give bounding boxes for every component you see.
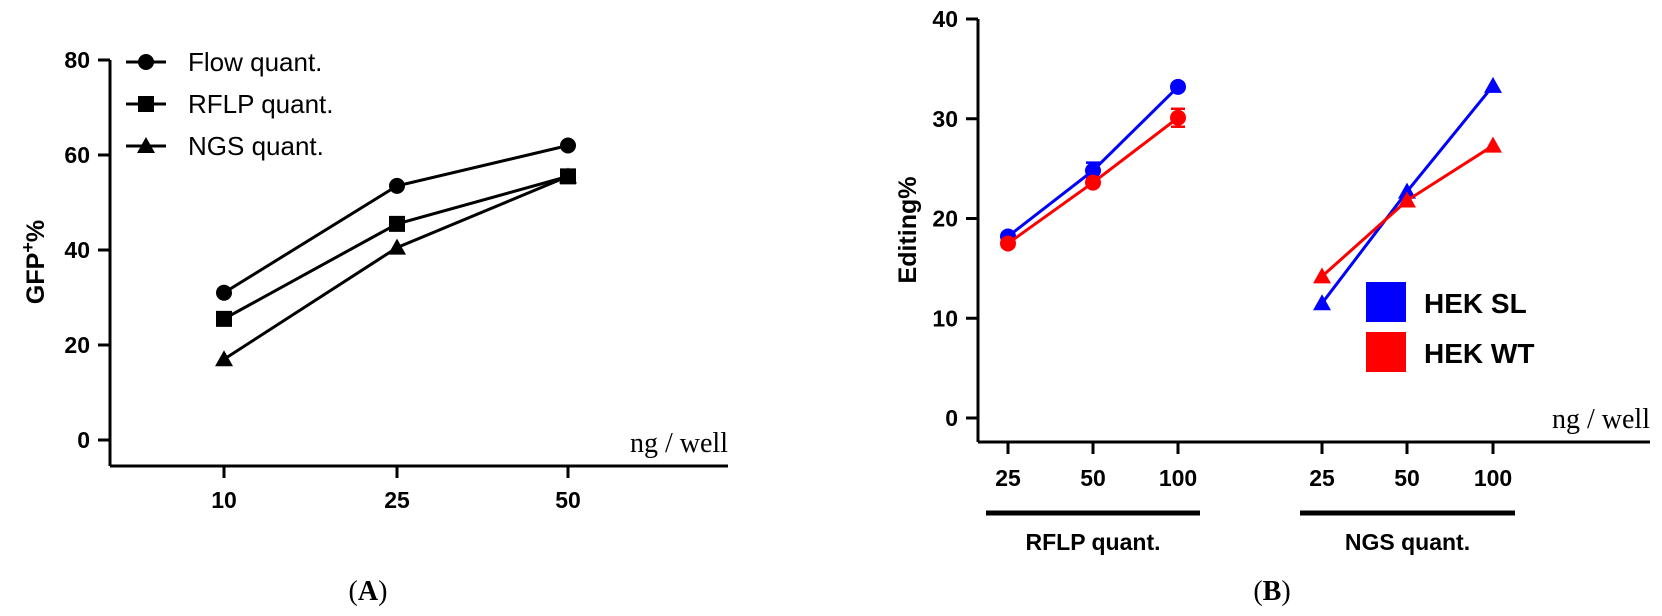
panel-a-legend-label: NGS quant. xyxy=(188,131,324,161)
panel-b-x-tick-label: 25 xyxy=(995,465,1021,491)
panel-a-y-tick-label: 80 xyxy=(64,47,90,73)
panel-b-y-tick-label: 0 xyxy=(945,405,958,431)
panel-a-x-unit: ng / well xyxy=(630,428,728,459)
panel-b-legend-label: HEK SL xyxy=(1424,288,1527,319)
panel-b-data-point xyxy=(1000,235,1016,252)
panel-b-data-point xyxy=(1398,182,1416,199)
panel-a-y-tick-label: 20 xyxy=(64,332,90,358)
panel-b-data-point xyxy=(1398,191,1416,208)
panel-a-x-tick-label: 50 xyxy=(555,487,581,513)
panel-b-legend-swatch xyxy=(1366,332,1406,372)
panel-b-x-tick-label: 50 xyxy=(1394,465,1420,491)
panel-b-group-label: NGS quant. xyxy=(1345,529,1470,555)
panel-a-legend-label: RFLP quant. xyxy=(188,89,334,119)
panel-b-y-tick-label: 10 xyxy=(932,305,958,331)
panel-b-data-point xyxy=(1484,76,1502,93)
panel-a-x-tick-label: 10 xyxy=(211,487,237,513)
panel-a-y-label: GFP+% xyxy=(18,220,50,304)
panel-a-data-point xyxy=(560,137,576,154)
panel-b-x-tick-label: 50 xyxy=(1080,465,1106,491)
panel-a-legend-marker xyxy=(137,137,155,153)
panel-b-group-label: RFLP quant. xyxy=(1025,529,1160,555)
panel-a-legend-label: Flow quant. xyxy=(188,47,322,77)
panel-b-data-point xyxy=(1313,267,1331,284)
panel-b-data-point xyxy=(1170,109,1186,126)
panel-b-legend-swatch xyxy=(1366,282,1406,322)
panel-b-x-tick-label: 25 xyxy=(1309,465,1335,491)
panel-b-x-unit: ng / well xyxy=(1552,404,1650,435)
panel-a-y-tick-label: 60 xyxy=(64,142,90,168)
panel-b-legend-label: HEK WT xyxy=(1424,338,1534,369)
panel-b-data-point xyxy=(1484,136,1502,153)
panel-b-caption: (B) xyxy=(1253,576,1290,607)
panel-a-data-point xyxy=(559,167,577,184)
panel-a-caption: (A) xyxy=(349,576,388,607)
panel-b-x-tick-label: 100 xyxy=(1159,465,1197,491)
panel-a-data-point xyxy=(389,177,405,194)
panel-a-x-tick-label: 25 xyxy=(384,487,410,513)
panel-b-y-label: Editing% xyxy=(894,177,922,284)
panel-a: GFP+% ng / well 0 20 40 60 80 10 25 50 Flow qu… xyxy=(18,47,728,607)
panel-b-data-point xyxy=(1313,294,1331,311)
panel-a-data-point xyxy=(389,215,405,232)
panel-b-y-tick-label: 30 xyxy=(932,106,958,132)
panel-a-y-tick-label: 40 xyxy=(64,237,90,263)
panel-a-legend-marker xyxy=(138,96,154,112)
panel-a-series-line xyxy=(223,174,569,361)
panel-a-data-point xyxy=(215,350,233,367)
panel-a-y-tick-label: 0 xyxy=(77,427,90,453)
panel-b-ngs-line xyxy=(1321,144,1494,278)
panel-b-data-point xyxy=(1085,162,1101,179)
panel-a-data-point xyxy=(388,238,406,255)
panel-b-data-point xyxy=(1085,174,1101,191)
panel-a-legend-marker xyxy=(138,54,154,70)
panel-a-data-point xyxy=(216,284,232,301)
panel-b-data-point xyxy=(1170,78,1186,95)
panel-a-data-point xyxy=(216,310,232,327)
panel-b-x-tick-label: 100 xyxy=(1474,465,1512,491)
panel-b-y-tick-label: 20 xyxy=(932,206,958,232)
panel-b-y-tick-label: 40 xyxy=(932,6,958,32)
panel-b: Editing% ng / well 0 10 20 30 40 25 50 100 25 50… xyxy=(894,6,1650,607)
